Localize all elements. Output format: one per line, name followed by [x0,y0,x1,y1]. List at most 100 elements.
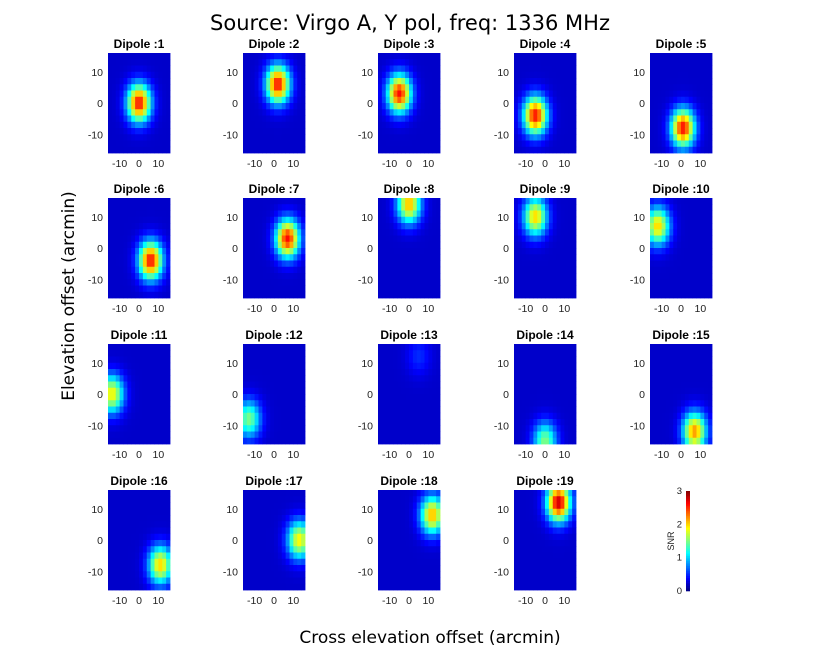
x-tick-label: -10 [382,449,397,461]
heatmap-cell [258,216,263,224]
heatmap-cell [254,344,259,351]
heatmap-cell [142,229,148,236]
heatmap-cell [541,204,546,211]
heatmap-cell [293,248,298,255]
x-tick-label: -10 [247,449,262,461]
heatmap-cell [301,419,306,426]
heatmap-cell [289,291,294,299]
heatmap-cell [139,84,144,91]
heatmap-cell [405,565,410,572]
heatmap-cell [409,344,414,351]
heatmap-cell [420,546,425,553]
heatmap-cell [301,350,306,357]
heatmap-cell [412,577,418,585]
heatmap-cell [405,285,410,293]
heatmap-cell [146,78,152,85]
heatmap-cell [397,216,402,224]
heatmap-cell [401,490,406,497]
heatmap-cell [432,134,437,141]
heatmap-cell [572,381,577,389]
heatmap-cell [560,425,565,432]
heatmap-cell [378,254,383,261]
heatmap-cell [293,109,298,116]
heatmap-cell [665,431,670,439]
heatmap-cell [432,96,437,104]
heatmap-cell [401,229,406,236]
heatmap-cell [139,546,144,553]
heatmap-cell [517,109,523,116]
heatmap-cell [665,229,670,236]
heatmap-cell [673,109,678,116]
heatmap-cell [692,260,697,268]
heatmap-cell [704,90,709,98]
x-tick-label: -10 [382,158,397,170]
heatmap-cell [545,356,550,364]
heatmap-cell [385,53,391,60]
heatmap-cell [378,394,383,401]
heatmap-cell [123,84,128,91]
heatmap-cell [378,400,383,407]
heatmap-cell [521,490,527,497]
heatmap-cell [548,248,554,255]
heatmap-cell [657,96,663,104]
heatmap-cell [123,78,128,85]
heatmap-cell [537,146,542,154]
heatmap-cell [521,260,527,268]
heatmap-cell [548,134,554,141]
heatmap-cell [572,198,577,205]
heatmap-cell [564,362,569,370]
heatmap-cell [385,65,391,73]
heatmap-cell [696,115,701,123]
heatmap-cell [412,583,418,591]
heatmap-cell [289,356,294,364]
heatmap-cells [514,53,577,154]
heatmap-cell [428,552,433,560]
heatmap-cell [412,96,418,104]
heatmap-cell [246,344,252,351]
heatmap-cell [548,412,554,420]
heatmap-cell [537,502,542,510]
heatmap-cell [262,210,267,218]
heatmap-cell [545,369,550,376]
heatmap-cell [552,362,558,370]
heatmap-cell [123,344,128,351]
heatmap-cell [688,216,694,224]
heatmap-cell [293,490,298,497]
heatmap-cell [119,502,124,510]
panel-title: Dipole :6 [114,182,165,196]
heatmap-cell [432,583,437,591]
heatmap-cell [545,128,550,135]
heatmap-cell [274,254,279,261]
heatmap-cell [657,406,663,414]
heatmap-cell [541,121,546,129]
heatmap-cell [108,558,113,566]
heatmap-cell [293,210,298,218]
heatmap-cell [154,515,159,522]
heatmap-cell [537,431,542,439]
heatmap-cell [158,65,163,73]
heatmap-cell [297,279,302,286]
heatmap-cell [127,344,132,351]
heatmap-cell [381,515,387,522]
heatmap-cell [381,425,387,432]
heatmap-cell [146,381,152,389]
heatmap-cell [514,210,519,218]
heatmap-cell [525,84,530,91]
heatmap-cell [142,381,148,389]
heatmap-cell [673,437,678,445]
heatmap-cell [281,540,287,547]
heatmap-cell [552,546,558,553]
heatmap-cell [127,375,132,382]
heatmap-cell [162,419,167,426]
heatmap-cell [552,394,558,401]
heatmap-cell [514,291,519,299]
heatmap-cell [150,90,155,98]
heatmap-cell [142,540,148,547]
heatmap-cell [389,412,394,420]
heatmap-cell [525,260,530,268]
heatmap-cell [525,521,530,528]
heatmap-cell [150,109,155,116]
heatmap-cell [123,279,128,286]
heatmap-cell [154,437,159,445]
